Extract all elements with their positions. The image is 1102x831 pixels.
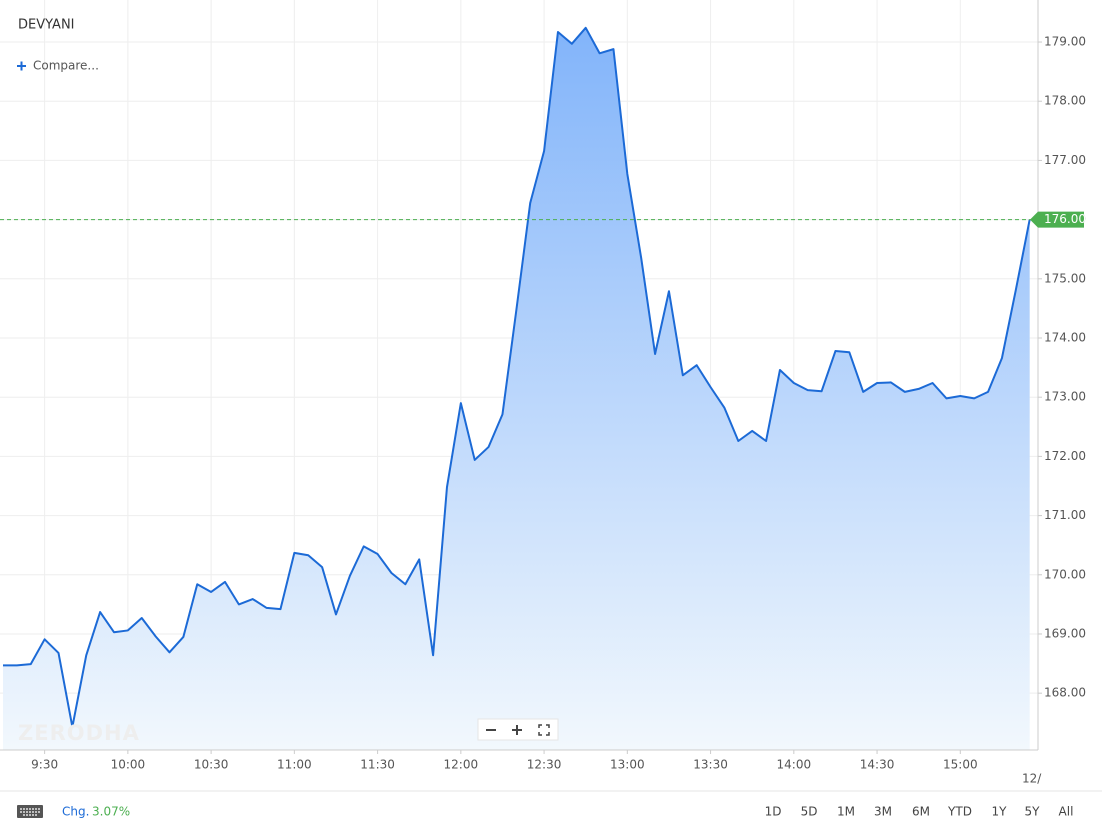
x-tick-label: 14:30	[860, 758, 895, 772]
x-tick-label: 15:00	[943, 758, 978, 772]
y-tick-label: 177.00	[1044, 153, 1086, 167]
watermark: ZERODHA	[18, 721, 140, 745]
range-buttons: 1D 5D 1M 3M 6M YTD 1Y 5Y All	[765, 805, 1074, 819]
range-button[interactable]: 5D	[801, 805, 818, 819]
plot	[3, 26, 1031, 750]
x-tick-label: 13:30	[693, 758, 728, 772]
y-tick-label: 170.00	[1044, 567, 1086, 581]
y-tick-label: 169.00	[1044, 626, 1086, 640]
x-tick-label: 13:00	[610, 758, 645, 772]
range-button[interactable]: 1Y	[992, 805, 1008, 819]
compare-label[interactable]: Compare...	[33, 59, 99, 73]
range-button[interactable]: YTD	[947, 805, 972, 819]
x-tick-label: 10:30	[194, 758, 229, 772]
symbol-title: DEVYANI	[18, 18, 75, 33]
zoom-controls	[477, 718, 559, 741]
keyboard-icon[interactable]	[17, 805, 43, 818]
range-button[interactable]: 5Y	[1025, 805, 1041, 819]
fullscreen[interactable]	[538, 724, 550, 736]
x-tick-label: 12:30	[527, 758, 562, 772]
date-label: 12/	[1022, 772, 1042, 786]
x-tick-label: 14:00	[777, 758, 812, 772]
price-area	[3, 27, 1030, 750]
x-tick-label: 10:00	[111, 758, 146, 772]
x-tick-label: 9:30	[31, 758, 58, 772]
change-value: 3.07%	[92, 805, 130, 819]
keyboard-keys	[20, 808, 40, 816]
y-tick-label: 173.00	[1044, 390, 1086, 404]
y-tick-label: 175.00	[1044, 271, 1086, 285]
x-tick-label: 11:30	[360, 758, 395, 772]
y-tick-label: 168.00	[1044, 686, 1086, 700]
plus-icon	[17, 61, 26, 71]
y-tick-label: 171.00	[1044, 508, 1086, 522]
y-tick-label: 172.00	[1044, 449, 1086, 463]
x-tick-label: 11:00	[277, 758, 312, 772]
y-tick-label: 179.00	[1044, 35, 1086, 49]
price-line	[3, 26, 1031, 728]
change-label: Chg.	[62, 805, 89, 819]
y-tick-label: 178.00	[1044, 94, 1086, 108]
range-button[interactable]: 1M	[837, 805, 855, 819]
zoom-in[interactable]	[512, 725, 522, 735]
last-price-label: 176.00	[1044, 212, 1086, 226]
range-button[interactable]: All	[1059, 805, 1074, 819]
range-button[interactable]: 6M	[912, 805, 930, 819]
x-tick-label: 12:00	[444, 758, 479, 772]
range-button[interactable]: 1D	[765, 805, 782, 819]
y-tick-label: 174.00	[1044, 331, 1086, 345]
range-button[interactable]: 3M	[874, 805, 892, 819]
compare-button[interactable]: Compare...	[17, 59, 99, 73]
last-price-tag	[1030, 211, 1084, 228]
